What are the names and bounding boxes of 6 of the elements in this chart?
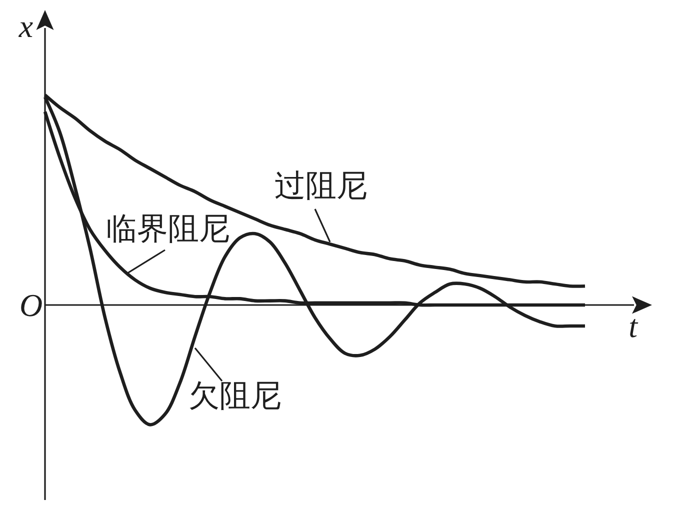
annotation: O bbox=[19, 287, 43, 323]
series-label: 过阻尼 bbox=[274, 168, 368, 203]
legend-label: 欠阻尼 bbox=[188, 378, 282, 413]
x-axis-title: t bbox=[628, 308, 639, 344]
y-axis-title: x bbox=[18, 8, 34, 44]
series-label: 临界阻尼 bbox=[106, 211, 230, 246]
